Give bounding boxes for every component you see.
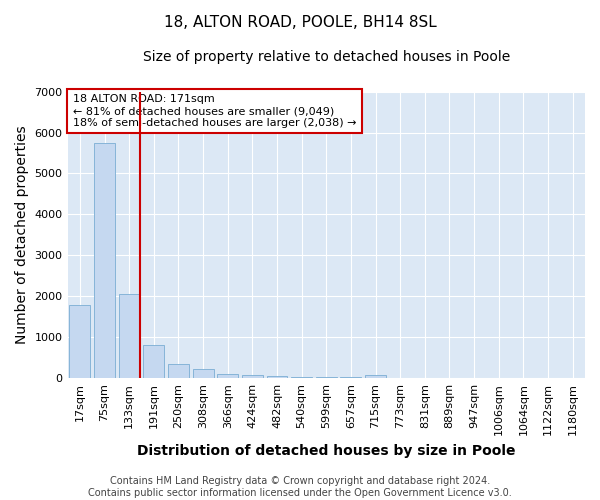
Bar: [168, 364, 189, 378]
Text: Contains HM Land Registry data © Crown copyright and database right 2024.
Contai: Contains HM Land Registry data © Crown c…: [88, 476, 512, 498]
Bar: [119, 294, 140, 378]
Bar: [365, 375, 386, 378]
Y-axis label: Number of detached properties: Number of detached properties: [15, 126, 29, 344]
Bar: [266, 376, 287, 378]
Bar: [70, 306, 91, 378]
Text: 18 ALTON ROAD: 171sqm
← 81% of detached houses are smaller (9,049)
18% of semi-d: 18 ALTON ROAD: 171sqm ← 81% of detached …: [73, 94, 356, 128]
Bar: [143, 344, 164, 378]
Bar: [242, 375, 263, 378]
Bar: [291, 376, 312, 378]
Title: Size of property relative to detached houses in Poole: Size of property relative to detached ho…: [143, 50, 510, 64]
X-axis label: Distribution of detached houses by size in Poole: Distribution of detached houses by size …: [137, 444, 515, 458]
Bar: [94, 143, 115, 378]
Text: 18, ALTON ROAD, POOLE, BH14 8SL: 18, ALTON ROAD, POOLE, BH14 8SL: [164, 15, 436, 30]
Bar: [193, 369, 214, 378]
Bar: [217, 374, 238, 378]
